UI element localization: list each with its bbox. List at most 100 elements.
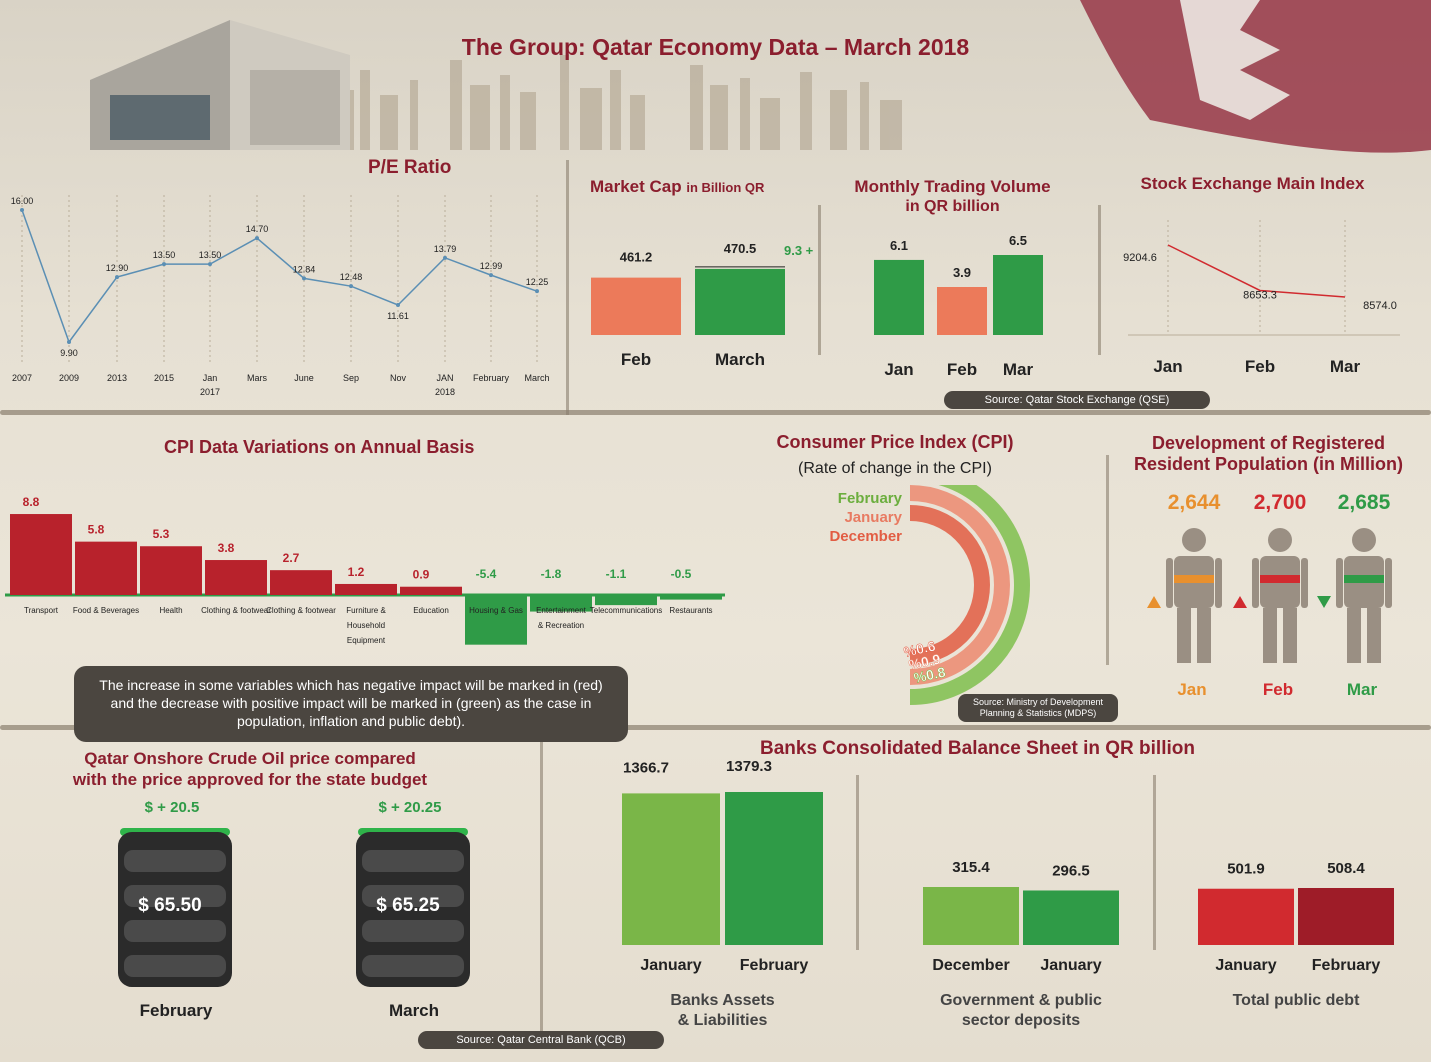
cpi-var-category: Equipment xyxy=(347,636,386,645)
pe-point xyxy=(208,262,212,267)
bank-category: December xyxy=(932,957,1009,974)
trading-value: 6.1 xyxy=(890,238,908,253)
person-icon xyxy=(1166,558,1173,608)
population-chart: 2,644 Jan 2,700 Feb 2,685 Mar xyxy=(1147,491,1392,699)
arrow-down-icon xyxy=(1317,596,1331,608)
arrow-up-icon xyxy=(1147,596,1161,608)
mdps-source-badge: Source: Ministry of Development Planning… xyxy=(958,694,1118,722)
cpi-donut-chart: February January December %0.6%0.9%0.8 xyxy=(829,485,1030,705)
cpi-value-label: %0.9 xyxy=(907,651,942,673)
bank-group-label: sector deposits xyxy=(962,1012,1080,1029)
pe-point xyxy=(20,208,24,212)
pe-value-label: 13.79 xyxy=(434,244,457,254)
market-cap-bar xyxy=(695,268,785,335)
person-icon xyxy=(1301,558,1308,608)
person-band xyxy=(1260,575,1300,583)
arrow-up-icon xyxy=(1233,596,1247,608)
cpi-var-value: 0.9 xyxy=(413,568,430,582)
cpi-var-value: -1.8 xyxy=(541,567,562,581)
cpi-var-category: Housing & Gas xyxy=(469,606,523,615)
header-decoration xyxy=(90,0,1431,153)
pe-point xyxy=(67,340,71,344)
cpi-legend: January xyxy=(844,509,902,526)
bank-group-label: Banks Assets xyxy=(670,992,774,1009)
person-icon xyxy=(1197,608,1211,663)
cpi-var-bar xyxy=(140,546,202,595)
cpi-var-bar xyxy=(530,595,592,612)
banks-balance-chart: 1366.7 January 1379.3 February Banks Assets &… xyxy=(622,760,1394,1029)
bank-value: 508.4 xyxy=(1327,860,1365,877)
cpi-var-value: 3.8 xyxy=(218,541,235,555)
cpi-var-value: 2.7 xyxy=(283,551,300,565)
cpi-var-category: Household xyxy=(347,621,385,630)
pe-value-label: 9.90 xyxy=(60,348,78,358)
market-cap-change: 9.3 + xyxy=(784,243,814,258)
pe-tick-label: Jan xyxy=(203,373,218,383)
bank-value: 1366.7 xyxy=(623,760,669,776)
bank-category: January xyxy=(1040,957,1101,974)
divider xyxy=(1106,455,1109,665)
market-cap-title: Market Cap in Billion QR xyxy=(590,177,764,197)
index-category: Jan xyxy=(1153,357,1182,376)
oil-title: Qatar Onshore Crude Oil price compared xyxy=(84,749,416,768)
cpi-var-bar xyxy=(75,541,137,595)
pe-point xyxy=(302,276,306,281)
bank-bar xyxy=(923,887,1019,945)
qse-source-badge: Source: Qatar Stock Exchange (QSE) xyxy=(944,391,1210,409)
trading-bar xyxy=(993,255,1043,335)
market-cap-unit: in Billion QR xyxy=(686,180,765,195)
divider xyxy=(856,775,859,950)
divider xyxy=(540,740,543,1040)
person-band xyxy=(1344,575,1384,583)
population-month: Jan xyxy=(1177,680,1206,699)
bank-category: January xyxy=(640,957,701,974)
pe-value-label: 12.90 xyxy=(106,263,129,273)
oil-title-line2: with the price approved for the state bu… xyxy=(72,770,428,789)
page-title: The Group: Qatar Economy Data – March 20… xyxy=(461,34,970,60)
cpi-var-category: & Recreation xyxy=(538,621,584,630)
person-icon xyxy=(1283,608,1297,663)
cpi-var-bar xyxy=(400,586,462,595)
cpi-value-label: %0.6 xyxy=(902,638,937,660)
pe-tick-label: 2017 xyxy=(200,387,220,397)
cpi-var-category: Entertainment xyxy=(536,606,587,615)
pe-tick-label: 2009 xyxy=(59,373,79,383)
market-cap-value: 461.2 xyxy=(620,250,653,265)
cpi-var-category: Health xyxy=(159,606,182,615)
pe-point xyxy=(349,284,353,289)
cpi-var-category: Food & Beverages xyxy=(73,606,139,615)
market-cap-chart: 461.2 Feb 470.5 March 9.3 + xyxy=(591,241,814,369)
market-cap-bar xyxy=(591,277,681,335)
cpi-variation-chart: 8.8 Transport 5.8 Food & Beverages 5.3 Health… xyxy=(5,495,725,645)
cpi-var-value: -0.5 xyxy=(671,567,692,581)
cpi-var-category: Education xyxy=(413,606,449,615)
oil-price: $ 65.25 xyxy=(376,895,440,916)
pe-tick-label: JAN xyxy=(436,373,453,383)
cpi-var-category: Clothing & footwear xyxy=(266,606,336,615)
pe-tick-label: Mars xyxy=(247,373,267,383)
stock-index-chart: 9204.6 Jan 8653.3 Feb 8574.0 Mar xyxy=(1123,220,1400,376)
barrel-ridge xyxy=(362,920,464,942)
barrel-ridge xyxy=(124,920,226,942)
trading-title: Monthly Trading Volume xyxy=(854,177,1051,196)
person-icon xyxy=(1367,608,1381,663)
cpi-var-bar xyxy=(335,583,397,595)
pe-tick-label: Nov xyxy=(390,373,407,383)
bank-group-label: & Liabilities xyxy=(678,1012,768,1029)
cpi-var-category: Transport xyxy=(24,606,59,615)
trading-subtitle: in QR billion xyxy=(905,198,1000,215)
pe-point xyxy=(489,273,493,278)
barrel-ridge xyxy=(362,955,464,977)
person-icon xyxy=(1336,558,1343,608)
person-icon xyxy=(1215,558,1222,608)
trading-category: Jan xyxy=(884,360,913,379)
person-icon xyxy=(1182,528,1206,552)
pe-tick-label: June xyxy=(294,373,314,383)
barrel-ridge xyxy=(362,885,464,907)
cpi-var-bar xyxy=(465,595,527,645)
person-icon xyxy=(1263,608,1277,663)
trading-volume-chart: 6.1 Jan 3.9 Feb 6.5 Mar xyxy=(874,233,1043,379)
oil-price-chart: $ + 20.5 $ 65.50 February $ + 20.25 $ 65.25 M… xyxy=(118,799,470,1020)
person-icon xyxy=(1268,528,1292,552)
cpi-var-category: Clothing & footwear xyxy=(201,606,271,615)
